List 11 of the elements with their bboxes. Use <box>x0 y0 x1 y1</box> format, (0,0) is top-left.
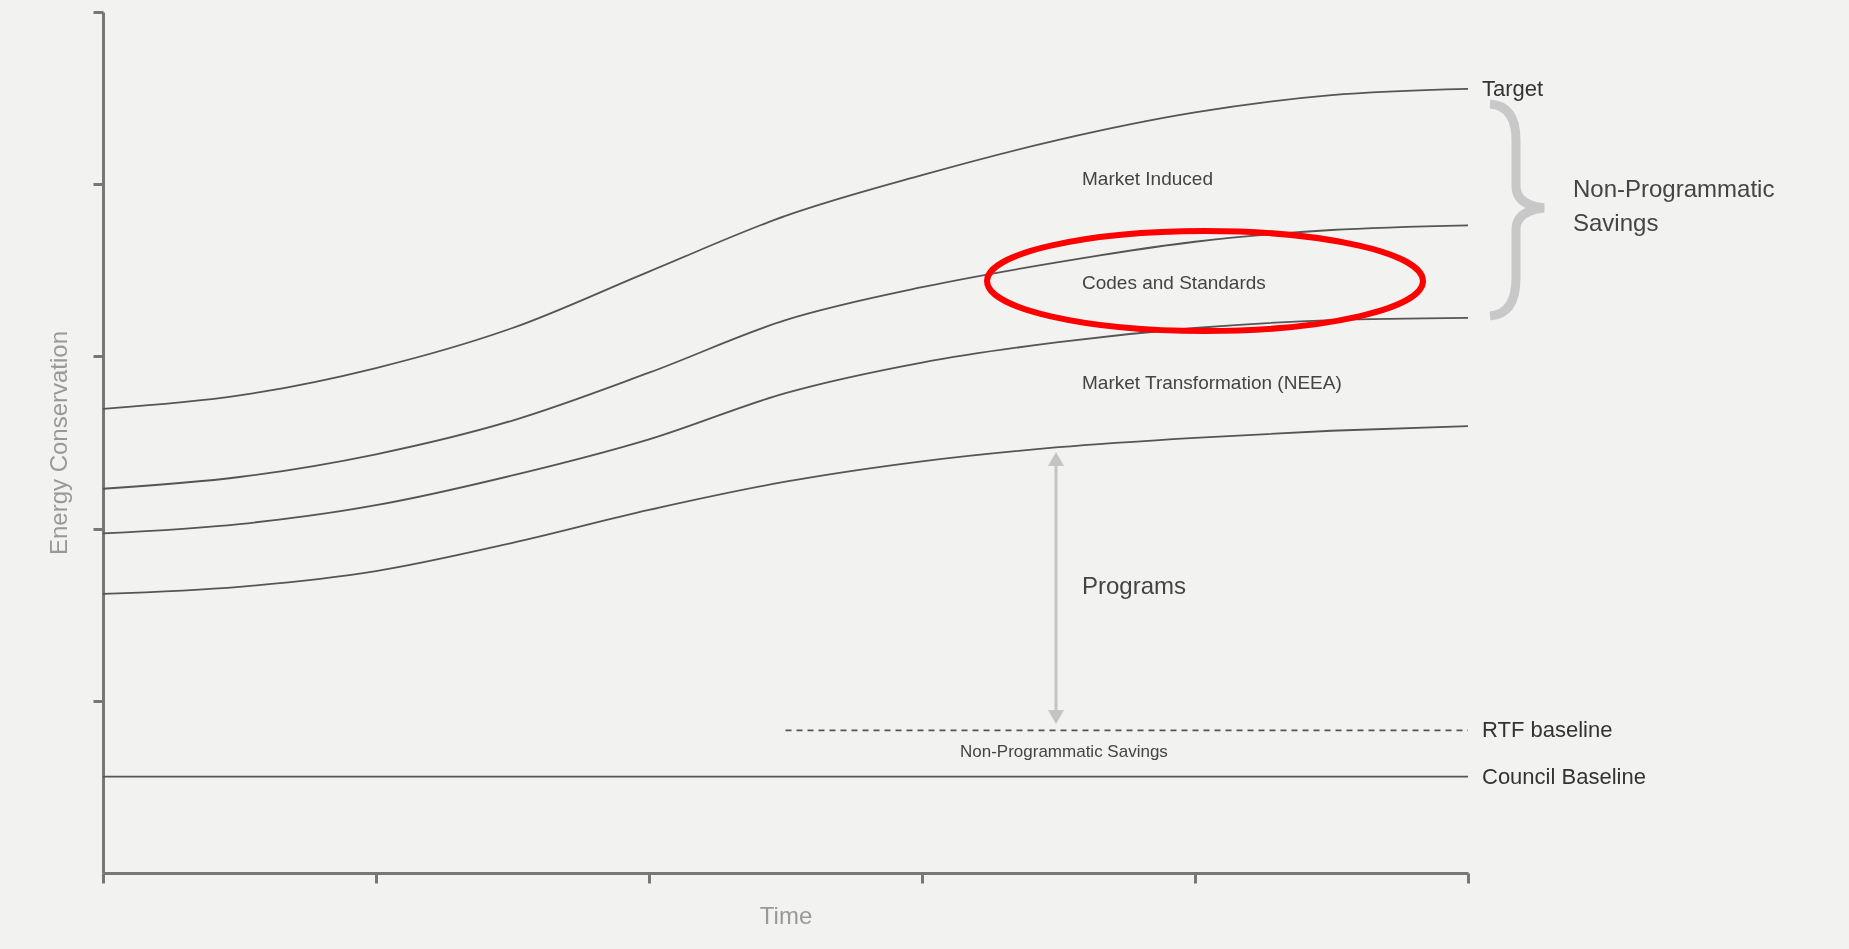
annotation: Market Induced <box>1082 168 1213 190</box>
text: Non-Programmatic Savings <box>1573 174 1776 238</box>
y-axis-title: Energy Conservation <box>45 330 72 556</box>
x-axis-title: Time <box>759 902 813 929</box>
annotation: Market Transformation (NEEA) <box>1082 372 1342 394</box>
annotation: Non-Programmatic Savings <box>960 742 1168 762</box>
series-label: Target <box>1482 75 1544 101</box>
annotation: Programs <box>1082 572 1187 600</box>
series-label: RTF baseline <box>1482 717 1613 743</box>
annotation: Codes and Standards <box>1082 272 1266 294</box>
series-label: Council Baseline <box>1482 763 1646 789</box>
